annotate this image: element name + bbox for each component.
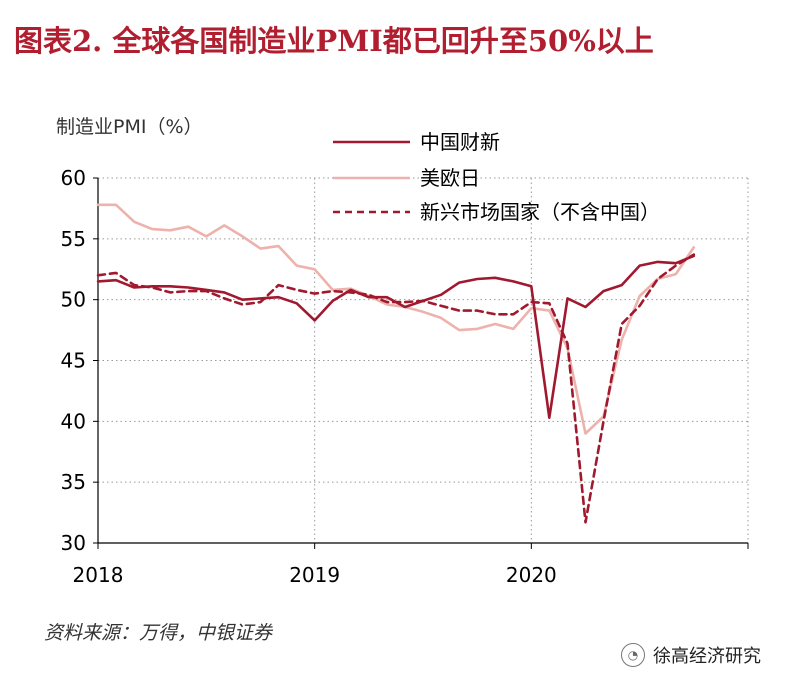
legend-label: 新兴市场国家（不含中国） — [420, 200, 660, 224]
series-line-1 — [96, 254, 696, 420]
x-tick-label: 2019 — [289, 563, 340, 587]
y-tick-label: 40 — [61, 409, 86, 433]
legend-label: 中国财新 — [420, 130, 500, 154]
y-tick-label: 55 — [61, 227, 86, 251]
watermark: ◔ 徐高经济研究 — [621, 642, 761, 668]
watermark-text: 徐高经济研究 — [653, 646, 761, 667]
source-note: 资料来源：万得，中银证券 — [44, 622, 273, 644]
x-tick-label: 2020 — [506, 563, 557, 587]
y-tick-label: 35 — [61, 470, 86, 494]
x-tick-label: 2018 — [73, 563, 124, 587]
wechat-icon: ◔ — [621, 643, 645, 667]
chart-title: 图表2. 全球各国制造业PMI都已回升至50%以上 — [14, 24, 654, 58]
y-axis-label: 制造业PMI（%） — [56, 116, 203, 138]
y-tick-label: 50 — [61, 288, 86, 312]
series-line-2 — [96, 203, 696, 435]
y-tick-label: 45 — [61, 349, 86, 373]
legend-label: 美欧日 — [420, 166, 480, 190]
y-tick-label: 30 — [61, 531, 86, 555]
y-tick-label: 60 — [61, 166, 86, 190]
